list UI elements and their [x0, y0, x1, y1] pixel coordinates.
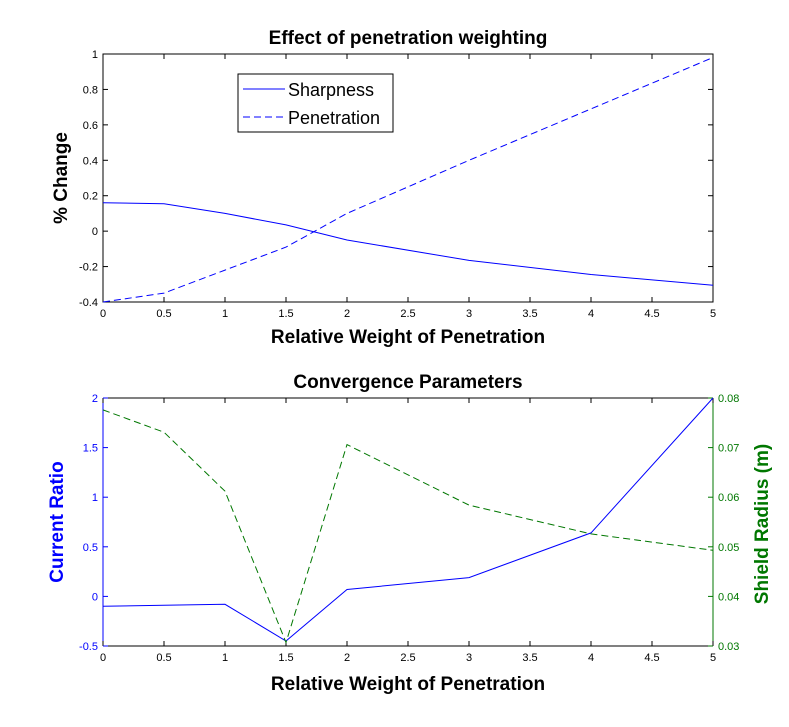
x-tick-label: 1: [222, 652, 228, 664]
y-tick-label: 1.5: [83, 443, 98, 455]
y-tick-label: 1: [92, 49, 98, 61]
chart2-y-label-left: Current Ratio: [47, 461, 68, 582]
x-tick-label: 2: [344, 652, 350, 664]
y-right-tick-label: 0.06: [718, 492, 739, 504]
x-tick-label: 4.5: [644, 308, 659, 320]
chart1-y-label: % Change: [51, 132, 72, 224]
chart1-x-ticks: 0 0.5 1 1.5 2 2.5 3 3.5 4 4.5 5: [100, 54, 716, 320]
x-tick-label: 1.5: [278, 308, 293, 320]
x-tick-label: 0: [100, 308, 106, 320]
x-tick-label: 3: [466, 308, 472, 320]
x-tick-label: 4.5: [644, 652, 659, 664]
chart2-series: [102, 397, 714, 644]
y-right-tick-label: 0.07: [718, 443, 739, 455]
chart-convergence-parameters: Convergence Parameters 0 0.5 1 1.5 2 2.5 3 3.5 4…: [47, 372, 773, 695]
x-tick-label: 2.5: [400, 308, 415, 320]
chart2-x-label: Relative Weight of Penetration: [271, 674, 545, 695]
legend-label-penetration: Penetration: [288, 108, 380, 128]
y-right-tick-label: 0.08: [718, 393, 739, 405]
chart2-title: Convergence Parameters: [293, 372, 522, 393]
series-line-2: [102, 409, 714, 644]
y-tick-label: 0.4: [83, 155, 98, 167]
y-tick-label: 0.6: [83, 120, 98, 132]
x-tick-label: 0: [100, 652, 106, 664]
x-tick-label: 3: [466, 652, 472, 664]
y-right-tick-label: 0.05: [718, 542, 739, 554]
y-tick-label: -0.4: [79, 297, 98, 309]
x-tick-label: 0.5: [156, 308, 171, 320]
chart1-axes-box: [102, 53, 714, 303]
x-tick-label: 1.5: [278, 652, 293, 664]
x-tick-label: 3.5: [522, 652, 537, 664]
y-tick-label: -0.2: [79, 262, 98, 274]
y-tick-label: 0.8: [83, 84, 98, 96]
chart1-title: Effect of penetration weighting: [269, 28, 548, 49]
x-tick-label: 5: [710, 652, 716, 664]
y-right-tick-label: 0.04: [718, 591, 739, 603]
series-line-1: [102, 202, 714, 286]
y-tick-label: 0.5: [83, 542, 98, 554]
x-tick-label: 4: [588, 652, 594, 664]
chart1-legend: Sharpness Penetration: [237, 73, 394, 133]
y-right-tick-label: 0.03: [718, 641, 739, 653]
x-tick-label: 0.5: [156, 652, 171, 664]
chart2-y-label-right: Shield Radius (m): [752, 444, 773, 604]
chart1-y-ticks: -0.4 -0.2 0 0.2 0.4 0.6 0.8 1: [79, 49, 713, 309]
x-tick-label: 4: [588, 308, 594, 320]
x-tick-label: 1: [222, 308, 228, 320]
series-line-1: [102, 397, 714, 642]
x-tick-label: 3.5: [522, 308, 537, 320]
y-tick-label: 0.2: [83, 191, 98, 203]
chart2-y-ticks-right: 0.03 0.04 0.05 0.06 0.07 0.08: [708, 393, 739, 653]
legend-label-sharpness: Sharpness: [288, 80, 374, 100]
x-tick-label: 2.5: [400, 652, 415, 664]
chart-penetration-weighting: Effect of penetration weighting 0 0.5 1 1.5…: [51, 28, 716, 348]
chart1-x-label: Relative Weight of Penetration: [271, 327, 545, 348]
series-line-2: [102, 57, 714, 303]
y-tick-label: -0.5: [79, 641, 98, 653]
chart1-series: [102, 57, 714, 303]
y-tick-label: 2: [92, 393, 98, 405]
legend-box: [237, 73, 394, 133]
y-tick-label: 1: [92, 492, 98, 504]
x-tick-label: 5: [710, 308, 716, 320]
y-tick-label: 0: [92, 226, 98, 238]
y-tick-label: 0: [92, 591, 98, 603]
x-tick-label: 2: [344, 308, 350, 320]
chart2-x-ticks: 0 0.5 1 1.5 2 2.5 3 3.5 4 4.5 5: [100, 398, 716, 664]
chart2-y-ticks-left: -0.5 0 0.5 1 1.5 2: [79, 393, 108, 653]
